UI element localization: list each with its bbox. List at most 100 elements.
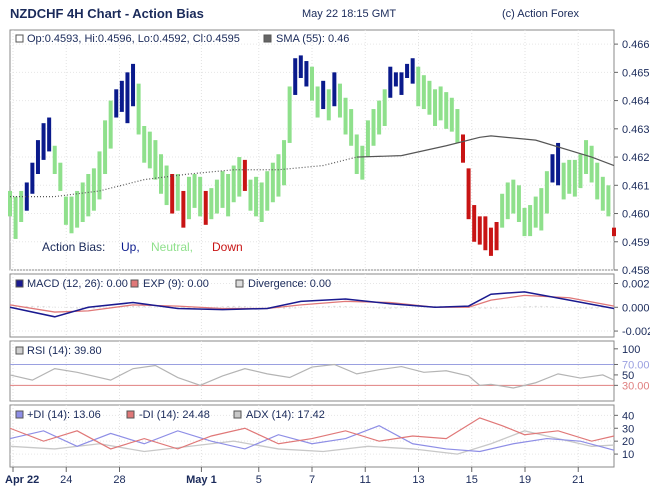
price-bar: [511, 179, 516, 214]
price-bar: [35, 140, 40, 174]
price-bar: [461, 134, 465, 163]
plus-di-legend-swatch: [15, 410, 24, 419]
price-bar: [393, 72, 398, 87]
price-bar: [248, 179, 253, 211]
price-bar: [276, 154, 281, 197]
rsi-line: [9, 363, 615, 389]
adx-line: [9, 430, 615, 455]
rsi-legend-label: RSI (14): 39.80: [27, 345, 102, 357]
price-bar: [444, 92, 449, 129]
macd-line: [9, 291, 615, 318]
macd-legend-label: MACD (12, 26): 0.00: [27, 278, 128, 290]
price-bar: [282, 140, 287, 186]
price-bar: [472, 205, 477, 242]
ohlc-legend-label: Op:0.4593, Hi:0.4596, Lo:0.4592, Cl:0.45…: [27, 33, 240, 45]
rsi-tick-label: 50: [622, 370, 634, 382]
macd-tick-label: -0.002: [622, 326, 650, 338]
price-bar: [466, 168, 471, 220]
chart-header: NZDCHF 4H Chart - Action Bias May 22 18:…: [0, 0, 650, 28]
chart-datetime: May 22 18:15 GMT: [302, 8, 397, 20]
price-bar: [41, 123, 46, 160]
price-bar: [270, 162, 275, 203]
price-bar: [427, 80, 432, 115]
minus-di-legend-swatch: [126, 410, 135, 419]
price-bar: [483, 216, 488, 251]
price-bar: [63, 196, 68, 225]
divergence-legend-label: Divergence: 0.00: [248, 278, 331, 290]
price-bar: [103, 120, 108, 174]
sma-line: [10, 156, 357, 198]
price-bar: [214, 179, 219, 214]
exp-line: [9, 294, 615, 313]
price-bar: [315, 86, 320, 118]
sma-legend-label: SMA (55): 0.46: [276, 33, 349, 45]
price-bar: [170, 174, 175, 214]
x-tick-label: Apr 22: [5, 474, 39, 486]
price-bar: [477, 216, 482, 245]
price-tick-label: 0.458: [622, 265, 650, 277]
bias-legend-title: Action Bias:: [42, 240, 105, 254]
price-bar: [13, 196, 18, 239]
price-bar: [561, 162, 566, 200]
minus-di-legend-label: -DI (14): 24.48: [139, 409, 210, 421]
price-bar: [47, 117, 52, 152]
price-bar: [203, 190, 208, 225]
price-bar: [220, 171, 225, 208]
price-bar: [242, 159, 247, 191]
price-bar: [433, 89, 438, 126]
price-bar: [114, 89, 119, 118]
x-tick-label: 21: [572, 474, 584, 486]
price-bar: [298, 55, 303, 78]
price-bar: [494, 222, 499, 251]
price-bar: [337, 83, 342, 118]
price-bar: [69, 196, 74, 234]
dmi-tick-label: 10: [622, 449, 634, 461]
price-bar: [533, 196, 538, 228]
price-bar: [606, 185, 611, 217]
price-bar: [153, 140, 158, 180]
sma-legend-swatch: [263, 34, 272, 43]
price-bar: [131, 63, 136, 107]
price-bar: [505, 182, 510, 220]
price-bar: [516, 185, 521, 222]
price-tick-label: 0.459: [622, 237, 650, 249]
price-bar: [354, 134, 359, 174]
price-bar: [388, 66, 393, 98]
price-bar: [595, 162, 600, 200]
price-bar: [310, 66, 314, 101]
price-bar: [416, 66, 421, 107]
price-bar: [142, 126, 147, 163]
price-bar: [410, 58, 415, 84]
x-tick-label: 5: [256, 474, 262, 486]
price-bar: [58, 162, 63, 191]
price-bar: [321, 80, 326, 110]
plus-di-line: [9, 425, 615, 453]
price-bar: [108, 100, 113, 149]
price-bar: [175, 174, 180, 211]
price-bar: [544, 171, 549, 214]
x-tick-label: 24: [60, 474, 72, 486]
price-bar: [343, 97, 348, 135]
macd-legend-swatch: [15, 279, 24, 288]
price-bar: [147, 131, 152, 169]
price-bar: [539, 188, 544, 231]
price-bar: [159, 154, 163, 194]
price-bar: [198, 176, 203, 217]
price-bar: [528, 205, 533, 237]
price-bar: [86, 174, 91, 217]
price-bar: [136, 83, 141, 135]
price-bar: [209, 188, 214, 220]
price-bar: [584, 140, 589, 174]
price-bar: [332, 72, 337, 107]
price-bar: [371, 109, 376, 146]
price-bar: [556, 142, 561, 186]
dmi-tick-label: 30: [622, 423, 634, 435]
x-tick-label: 15: [466, 474, 478, 486]
rsi-tick-label: 100: [622, 344, 640, 356]
price-bar: [377, 100, 382, 135]
bias-legend-down: Down: [212, 240, 243, 254]
price-bar: [80, 182, 85, 222]
x-tick-label: 7: [309, 474, 315, 486]
price-bar: [231, 165, 236, 203]
